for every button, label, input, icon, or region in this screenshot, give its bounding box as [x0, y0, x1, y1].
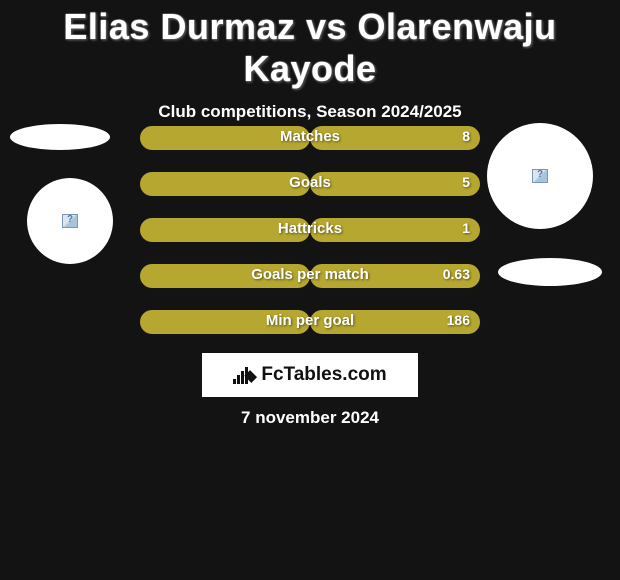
stat-label: Goals per match	[140, 266, 480, 283]
page-title: Elias Durmaz vs Olarenwaju Kayode	[0, 0, 620, 90]
stats-area: 8Matches 5Goals 1Hattricks 0.63Goals per ma…	[140, 126, 480, 356]
page-subtitle: Club competitions, Season 2024/2025	[0, 102, 620, 122]
player-right-shadow	[498, 258, 602, 286]
player-left-avatar	[27, 178, 113, 264]
stat-label: Hattricks	[140, 220, 480, 237]
chart-icon	[233, 366, 255, 384]
player-left-shadow	[10, 124, 110, 150]
stat-row: 0.63Goals per match	[140, 264, 480, 288]
brand-text: FcTables.com	[261, 364, 386, 386]
player-right-avatar	[487, 123, 593, 229]
stat-row: 5Goals	[140, 172, 480, 196]
brand-box[interactable]: FcTables.com	[202, 353, 418, 397]
date-text: 7 november 2024	[0, 408, 620, 428]
stat-row: 1Hattricks	[140, 218, 480, 242]
stat-label: Goals	[140, 174, 480, 191]
stat-label: Min per goal	[140, 312, 480, 329]
image-placeholder-icon	[532, 169, 548, 183]
stat-label: Matches	[140, 128, 480, 145]
stat-row: 186Min per goal	[140, 310, 480, 334]
image-placeholder-icon	[62, 214, 78, 228]
stat-row: 8Matches	[140, 126, 480, 150]
